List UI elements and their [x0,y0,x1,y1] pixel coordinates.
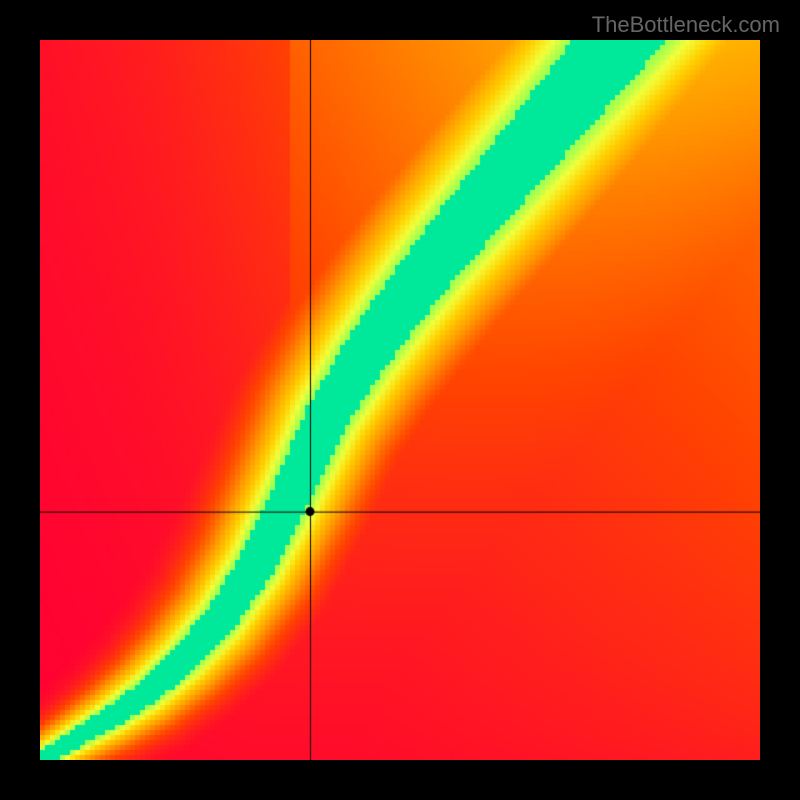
watermark-text: TheBottleneck.com [592,12,780,38]
bottleneck-heatmap [40,40,760,760]
root: TheBottleneck.com [0,0,800,800]
